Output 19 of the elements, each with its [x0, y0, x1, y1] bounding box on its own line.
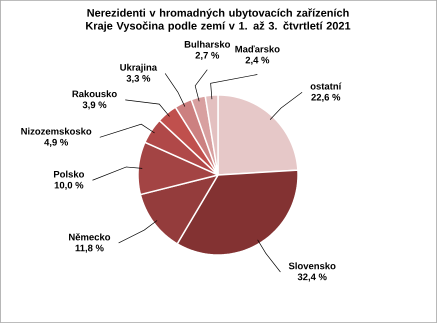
data-label: 3,3 % — [126, 75, 150, 84]
slice-label: Ukrajina — [120, 64, 158, 73]
slice-label: Nizozemskosko — [21, 128, 92, 135]
slice-label: Bulharsko — [184, 40, 230, 48]
slice-label: Polsko — [54, 170, 84, 178]
data-label: 11,8 % — [76, 244, 104, 253]
data-label: 2,7 % — [196, 52, 220, 60]
slice-label: ostatní — [310, 82, 342, 90]
slice-label: Německo — [69, 233, 110, 240]
data-label: 10,0 % — [54, 182, 84, 190]
slice-label: Maďarsko — [235, 46, 280, 52]
data-label: 4,9 % — [44, 138, 68, 148]
data-label: 3,9 % — [82, 102, 106, 110]
data-label: 22,6 % — [311, 94, 340, 102]
data-label: 32,4 % — [298, 274, 327, 282]
chart-title: Nerezidenti v hromadných ubytovacích zařízeních Kraje Vysočina podle zemí v 1. až 3. čtvrtletí 2021 — [86, 8, 350, 32]
data-label: 2,4 % — [246, 56, 270, 65]
slice-label: Rakousko — [72, 90, 117, 98]
slice-label: Slovensko — [288, 262, 336, 270]
